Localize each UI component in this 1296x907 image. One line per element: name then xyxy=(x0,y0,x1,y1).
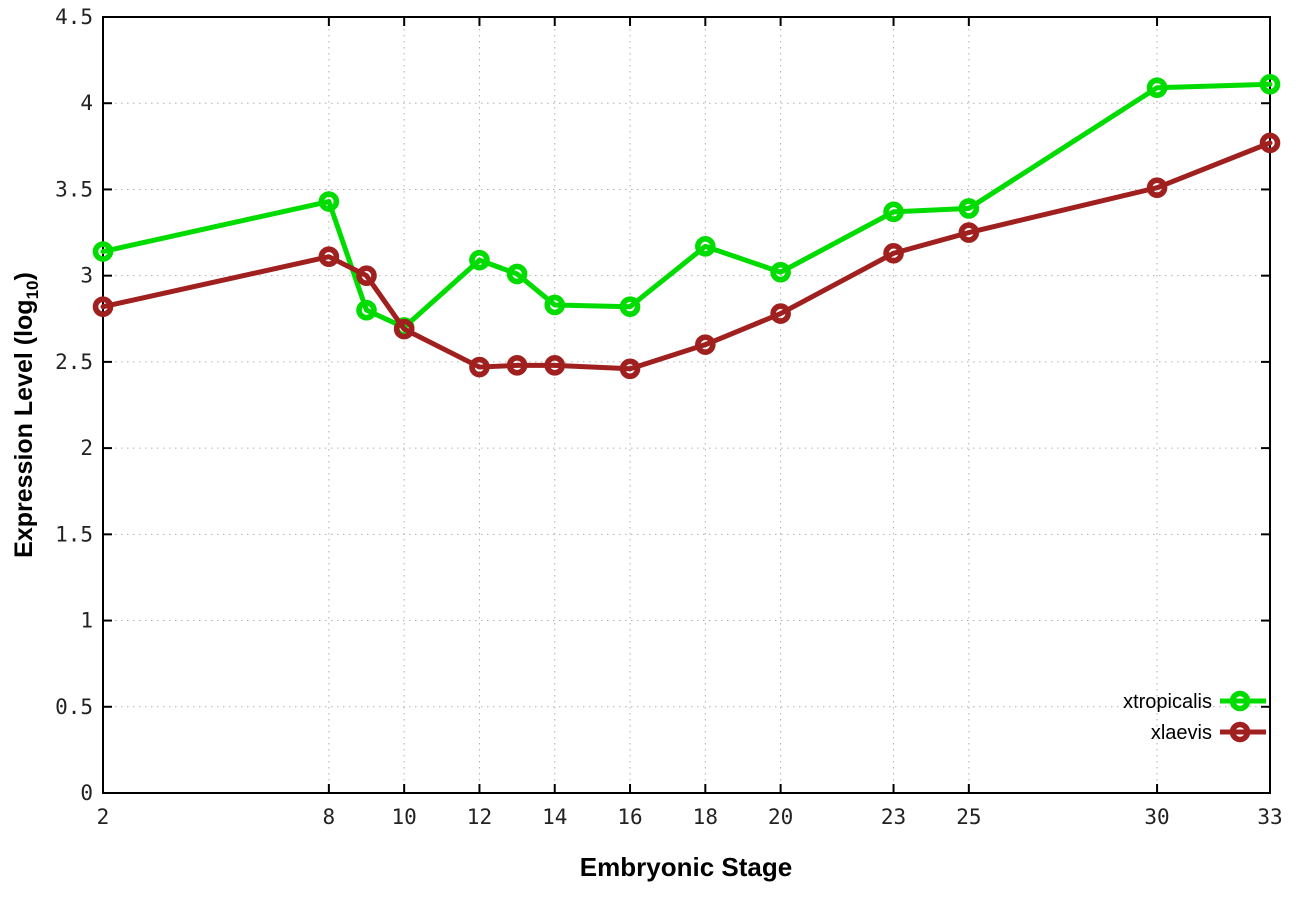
series-xlaevis xyxy=(92,132,1281,380)
data-point-marker xyxy=(1259,132,1281,154)
x-tick-label: 33 xyxy=(1257,805,1282,829)
data-point-marker xyxy=(469,356,490,378)
data-point-marker xyxy=(544,294,566,316)
data-point-marker xyxy=(92,296,114,318)
legend-label: xlaevis xyxy=(1151,722,1212,744)
data-point-marker xyxy=(619,296,641,318)
data-point-marker xyxy=(506,263,528,285)
tick-marks xyxy=(102,16,1271,794)
legend: xtropicalis xlaevis xyxy=(1123,690,1266,744)
data-point-marker xyxy=(506,355,528,376)
x-tick-labels: 2 8 10 12 14 16 18 20 23 25 30 33 xyxy=(97,805,1283,829)
x-tick-label: 8 xyxy=(323,805,336,829)
y-axis-label-subscript: 10 xyxy=(23,280,42,300)
x-tick-label: 23 xyxy=(881,805,906,829)
x-tick-label: 14 xyxy=(542,805,567,829)
y-axis-label: Expression Level (log10) xyxy=(10,215,44,615)
data-point-marker xyxy=(1146,177,1168,199)
legend-entry-xtropicalis: xtropicalis xyxy=(1123,690,1266,713)
data-point-marker xyxy=(356,299,377,321)
data-point-marker xyxy=(393,318,415,340)
y-tick-labels: 0 0.5 1 1.5 2 2.5 3 3.5 4 4.5 xyxy=(55,5,93,805)
x-axis-label: Embryonic Stage xyxy=(579,852,793,882)
legend-marker-sample xyxy=(1229,721,1251,743)
y-tick-label: 4.5 xyxy=(55,5,93,29)
data-point-marker xyxy=(695,334,716,355)
data-point-marker xyxy=(1146,77,1168,99)
data-point-marker xyxy=(958,222,980,243)
series-line-xlaevis xyxy=(100,140,1273,372)
y-tick-label: 2 xyxy=(80,436,93,460)
y-axis-label-main: Expression Level (log xyxy=(10,299,38,558)
legend-label: xtropicalis xyxy=(1123,691,1212,713)
legend-entry-xlaevis: xlaevis xyxy=(1151,721,1266,744)
y-tick-label: 3.5 xyxy=(55,177,93,201)
x-tick-label: 10 xyxy=(392,805,417,829)
y-tick-label: 0.5 xyxy=(55,695,93,719)
x-tick-label: 16 xyxy=(617,805,642,829)
series-xtropicalis xyxy=(92,73,1281,338)
y-axis-label-close: ) xyxy=(10,272,38,281)
data-point-marker xyxy=(883,242,904,264)
data-point-marker xyxy=(469,249,490,271)
y-tick-label: 2.5 xyxy=(55,350,93,374)
x-tick-label: 25 xyxy=(956,805,981,829)
y-tick-label: 4 xyxy=(80,91,93,115)
legend-marker-sample xyxy=(1229,690,1251,712)
data-point-marker xyxy=(1259,73,1281,95)
data-point-marker xyxy=(883,201,904,223)
y-tick-label: 1 xyxy=(80,609,93,633)
y-tick-label: 3 xyxy=(80,264,93,288)
data-point-marker xyxy=(695,236,716,257)
data-point-marker xyxy=(958,198,980,219)
y-tick-label: 0 xyxy=(80,781,93,805)
series-line-xtropicalis xyxy=(100,81,1273,330)
x-tick-label: 12 xyxy=(467,805,492,829)
data-point-marker xyxy=(92,241,114,262)
plot-border xyxy=(102,16,1271,794)
x-tick-label: 18 xyxy=(693,805,718,829)
data-point-marker xyxy=(770,261,791,283)
y-tick-label: 1.5 xyxy=(55,522,93,546)
x-tick-label: 2 xyxy=(97,805,110,829)
data-point-marker xyxy=(619,358,641,380)
data-point-marker xyxy=(770,303,791,324)
gridlines xyxy=(102,16,1271,794)
x-tick-label: 20 xyxy=(768,805,793,829)
data-point-marker xyxy=(318,246,340,267)
data-point-marker xyxy=(318,191,340,212)
data-point-marker xyxy=(544,355,566,376)
x-tick-label: 30 xyxy=(1144,805,1169,829)
data-point-marker xyxy=(356,265,377,286)
